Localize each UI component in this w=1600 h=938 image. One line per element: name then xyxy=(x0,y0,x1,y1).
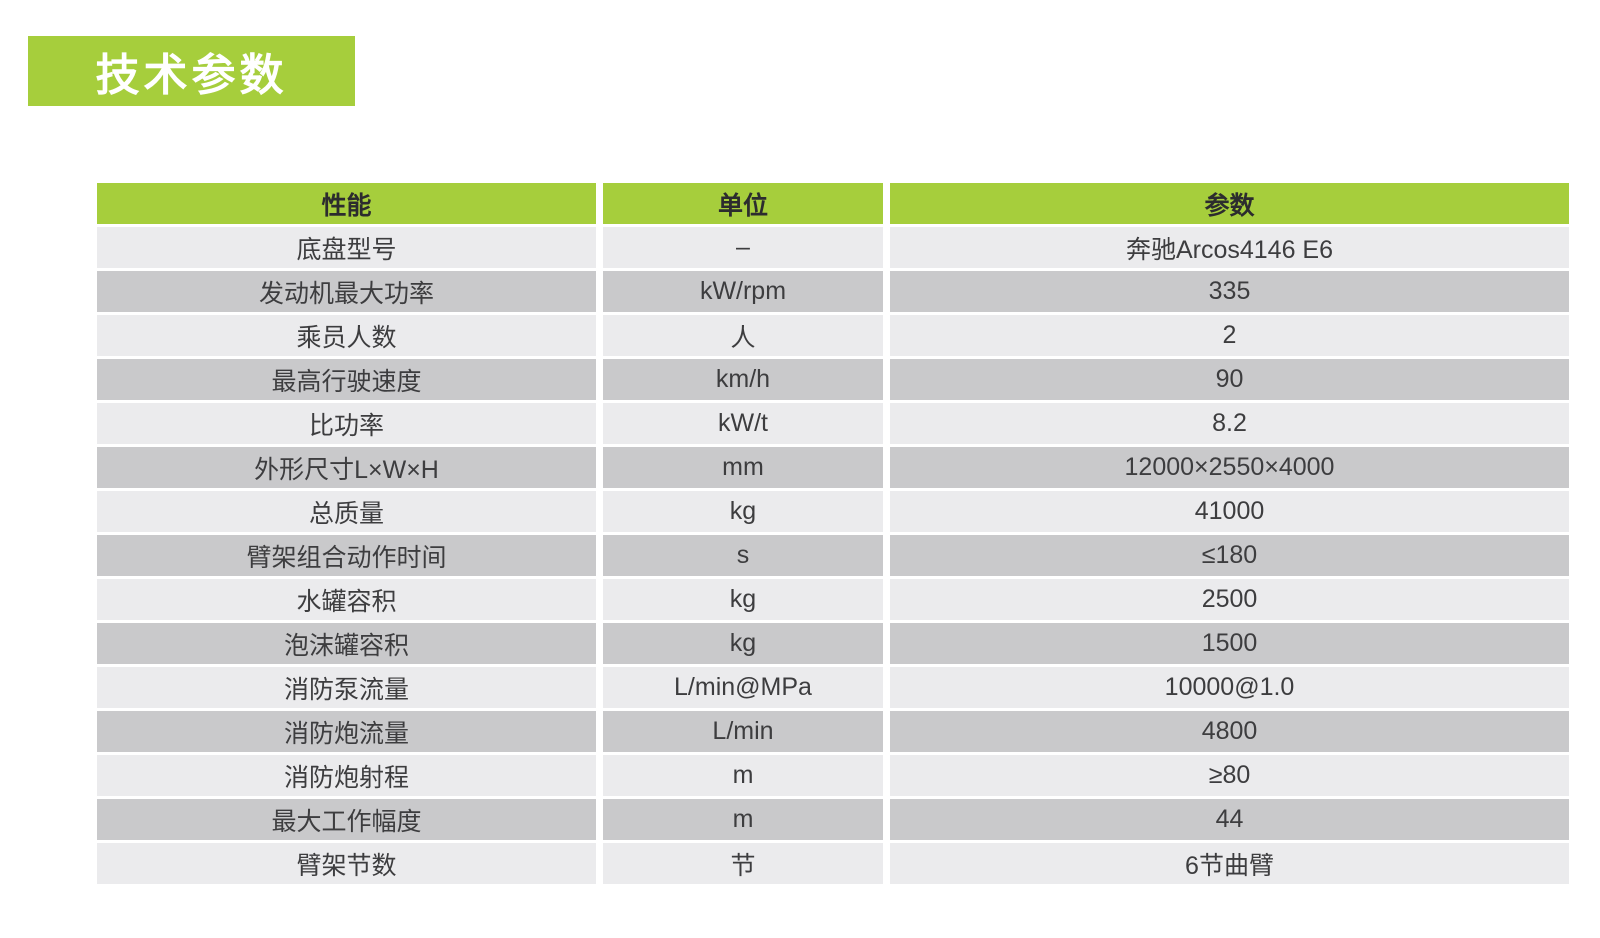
unit-cell: m xyxy=(603,799,883,840)
property-cell: 消防泵流量 xyxy=(97,667,596,708)
table-row: 乘员人数 人 2 xyxy=(97,315,1569,356)
header-cell-value: 参数 xyxy=(890,183,1569,224)
unit-cell: L/min@MPa xyxy=(603,667,883,708)
property-cell: 水罐容积 xyxy=(97,579,596,620)
property-cell: 总质量 xyxy=(97,491,596,532)
property-cell: 泡沫罐容积 xyxy=(97,623,596,664)
table-row: 总质量 kg 41000 xyxy=(97,491,1569,532)
unit-cell: 节 xyxy=(603,843,883,884)
table-body: 底盘型号 – 奔驰Arcos4146 E6 发动机最大功率 kW/rpm 335… xyxy=(97,227,1569,884)
table-header-row: 性能 单位 参数 xyxy=(97,183,1569,224)
table-row: 消防炮流量 L/min 4800 xyxy=(97,711,1569,752)
value-cell: 6节曲臂 xyxy=(890,843,1569,884)
property-cell: 比功率 xyxy=(97,403,596,444)
value-cell: 2500 xyxy=(890,579,1569,620)
table-row: 最大工作幅度 m 44 xyxy=(97,799,1569,840)
table-row: 底盘型号 – 奔驰Arcos4146 E6 xyxy=(97,227,1569,268)
header-cell-unit: 单位 xyxy=(603,183,883,224)
value-cell: 1500 xyxy=(890,623,1569,664)
unit-cell: – xyxy=(603,227,883,268)
table-row: 最高行驶速度 km/h 90 xyxy=(97,359,1569,400)
page-title: 技术参数 xyxy=(95,51,288,100)
unit-cell: kW/rpm xyxy=(603,271,883,312)
table-row: 臂架节数 节 6节曲臂 xyxy=(97,843,1569,884)
table-row: 消防泵流量 L/min@MPa 10000@1.0 xyxy=(97,667,1569,708)
property-cell: 消防炮射程 xyxy=(97,755,596,796)
unit-cell: kg xyxy=(603,579,883,620)
table-row: 外形尺寸L×W×H mm 12000×2550×4000 xyxy=(97,447,1569,488)
unit-cell: s xyxy=(603,535,883,576)
unit-cell: km/h xyxy=(603,359,883,400)
table-row: 发动机最大功率 kW/rpm 335 xyxy=(97,271,1569,312)
property-cell: 发动机最大功率 xyxy=(97,271,596,312)
property-cell: 最大工作幅度 xyxy=(97,799,596,840)
table-row: 比功率 kW/t 8.2 xyxy=(97,403,1569,444)
page-title-badge: 技术参数 xyxy=(28,36,355,106)
unit-cell: kg xyxy=(603,491,883,532)
header-cell-property: 性能 xyxy=(97,183,596,224)
unit-cell: kg xyxy=(603,623,883,664)
unit-cell: m xyxy=(603,755,883,796)
value-cell: 4800 xyxy=(890,711,1569,752)
unit-cell: mm xyxy=(603,447,883,488)
value-cell: 41000 xyxy=(890,491,1569,532)
value-cell: 2 xyxy=(890,315,1569,356)
table-row: 臂架组合动作时间 s ≤180 xyxy=(97,535,1569,576)
value-cell: ≥80 xyxy=(890,755,1569,796)
value-cell: 奔驰Arcos4146 E6 xyxy=(890,227,1569,268)
value-cell: 44 xyxy=(890,799,1569,840)
value-cell: 8.2 xyxy=(890,403,1569,444)
unit-cell: kW/t xyxy=(603,403,883,444)
spec-table: 性能 单位 参数 底盘型号 – 奔驰Arcos4146 E6 发动机最大功率 k… xyxy=(97,183,1569,887)
property-cell: 消防炮流量 xyxy=(97,711,596,752)
unit-cell: 人 xyxy=(603,315,883,356)
value-cell: 12000×2550×4000 xyxy=(890,447,1569,488)
value-cell: 335 xyxy=(890,271,1569,312)
value-cell: ≤180 xyxy=(890,535,1569,576)
property-cell: 臂架组合动作时间 xyxy=(97,535,596,576)
value-cell: 10000@1.0 xyxy=(890,667,1569,708)
property-cell: 外形尺寸L×W×H xyxy=(97,447,596,488)
property-cell: 底盘型号 xyxy=(97,227,596,268)
unit-cell: L/min xyxy=(603,711,883,752)
property-cell: 最高行驶速度 xyxy=(97,359,596,400)
table-row: 水罐容积 kg 2500 xyxy=(97,579,1569,620)
table-row: 泡沫罐容积 kg 1500 xyxy=(97,623,1569,664)
table-row: 消防炮射程 m ≥80 xyxy=(97,755,1569,796)
property-cell: 臂架节数 xyxy=(97,843,596,884)
property-cell: 乘员人数 xyxy=(97,315,596,356)
value-cell: 90 xyxy=(890,359,1569,400)
